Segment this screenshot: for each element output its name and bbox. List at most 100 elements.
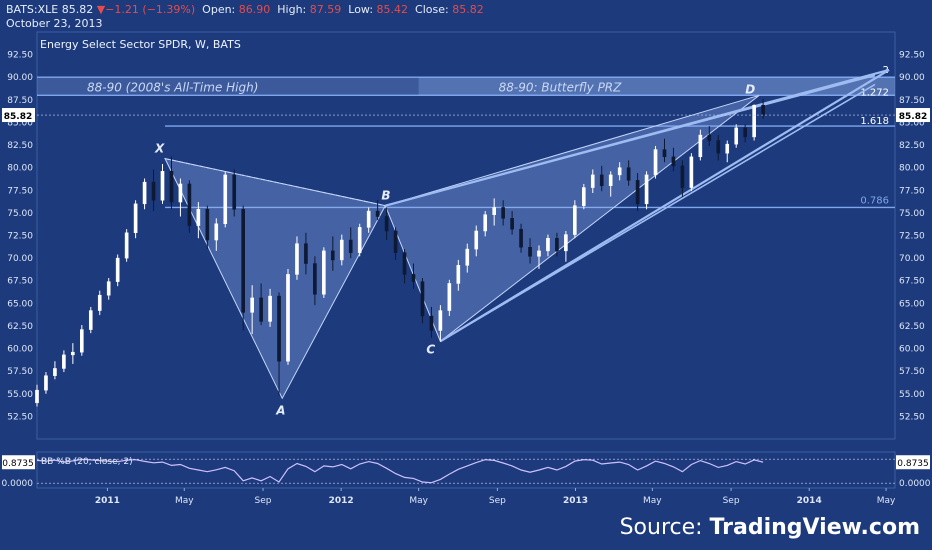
y-tick-label-left: 87.50 — [7, 96, 33, 106]
candle-down — [169, 171, 174, 203]
y-tick-label-left: 70.00 — [7, 254, 33, 264]
y-tick-label-left: 90.00 — [7, 73, 33, 83]
x-tick-label: 2011 — [95, 496, 120, 506]
pattern-point-label: X — [154, 142, 165, 156]
x-tick-label: 2012 — [329, 496, 354, 506]
candle-up — [88, 310, 93, 330]
candle-down — [501, 207, 505, 219]
y-tick-label-right: 72.50 — [899, 232, 925, 242]
candle-up — [178, 183, 183, 203]
candle-up — [339, 239, 344, 261]
y-tick-label-left: 85.00 — [7, 118, 33, 128]
candle-down — [599, 174, 604, 187]
indicator-panel-frame — [36, 451, 896, 489]
candle-down — [761, 105, 765, 116]
y-tick-label-left: 77.50 — [7, 186, 33, 196]
pattern-point-label: C — [426, 342, 435, 356]
candle-up — [608, 174, 613, 187]
y-tick-label-right: 85.00 — [899, 118, 925, 128]
y-tick-label-right: 60.00 — [899, 345, 925, 355]
y-tick-label-left: 65.00 — [7, 299, 33, 309]
candle-down — [151, 181, 156, 201]
indicator-name: BB %B (20, close, 2) — [41, 457, 133, 467]
candle-up — [250, 297, 254, 313]
y-tick-label-left: 92.50 — [7, 51, 33, 61]
candle-down — [205, 209, 210, 241]
candle-down — [375, 210, 380, 217]
candle-up — [357, 227, 362, 253]
candle-up — [617, 167, 622, 176]
candle-up — [142, 181, 147, 205]
candle-up — [286, 274, 290, 362]
candle-up — [689, 156, 694, 188]
last-price: 85.82 — [61, 3, 94, 16]
indicator-tick-left: 0.0000 — [2, 479, 34, 489]
candle-up — [734, 127, 739, 145]
y-tick-label-right: 55.00 — [899, 390, 925, 400]
quote-date: October 23, 2013 — [6, 17, 103, 30]
down-arrow-icon: ▼ — [96, 3, 106, 16]
candle-down — [411, 274, 416, 282]
indicator-tag-right — [896, 455, 930, 470]
y-tick-label-right: 90.00 — [899, 73, 925, 83]
candle-up — [196, 209, 201, 226]
candle-up — [214, 223, 219, 241]
price-panel-frame — [36, 31, 896, 440]
candle-up — [653, 149, 658, 176]
open-label: Open: — [202, 3, 236, 16]
candle-up — [564, 234, 568, 252]
candle-down — [330, 250, 335, 261]
wedge-inner-line — [439, 83, 876, 343]
x-tick-label: Sep — [723, 496, 740, 506]
fib-ext-label: 1.272 — [860, 88, 889, 99]
candle-up — [160, 171, 165, 201]
candle-up — [752, 105, 756, 138]
source-prefix: Source: — [619, 515, 710, 540]
low-label: Low: — [348, 3, 374, 16]
y-tick-label-right: 80.00 — [899, 164, 925, 174]
pattern-bcd-triangle — [384, 94, 760, 343]
y-tick-label-left: 55.00 — [7, 390, 33, 400]
x-tick-label: Sep — [489, 496, 506, 506]
y-tick-label-left: 57.50 — [7, 367, 33, 377]
y-tick-label-left: 62.50 — [7, 322, 33, 332]
pattern-xab-triangle — [164, 157, 387, 400]
candle-up — [573, 205, 577, 235]
candle-down — [510, 218, 514, 230]
ath-band — [37, 77, 895, 96]
candle-up — [698, 134, 703, 158]
candle-down — [716, 140, 721, 154]
wedge-upper-inner-line — [385, 74, 876, 207]
x-tick-label: May — [409, 496, 428, 506]
y-tick-label-right: 57.50 — [899, 367, 925, 377]
fib-0786-label: 0.786 — [860, 195, 889, 206]
candle-up — [62, 354, 66, 369]
high-value: 87.59 — [309, 3, 342, 16]
candle-up — [456, 265, 461, 284]
prz-band-label: 88-90: Butterfly PRZ — [499, 80, 623, 94]
candle-up — [465, 248, 470, 266]
candle-up — [97, 294, 102, 311]
candle-down — [680, 165, 685, 188]
pattern-point-label: A — [275, 403, 285, 417]
candle-down — [348, 239, 353, 253]
candle-down — [626, 167, 631, 181]
y-tick-label-right: 52.50 — [899, 412, 925, 422]
pattern-point-label: B — [381, 189, 390, 203]
candle-up — [80, 329, 84, 353]
candle-down — [743, 127, 747, 138]
candle-up — [223, 174, 228, 224]
candle-down — [528, 247, 532, 257]
y-tick-label-right: 70.00 — [899, 254, 925, 264]
low-value: 85.42 — [376, 3, 409, 16]
indicator-tick-right: 0.0000 — [899, 479, 931, 489]
quote-header: BATS:XLE 85.82 ▼−1.21 (−1.39%) Open: 86.… — [6, 3, 484, 16]
y-tick-label-left: 52.50 — [7, 412, 33, 422]
candle-up — [590, 174, 595, 188]
y-tick-label-right: 82.50 — [899, 141, 925, 151]
candle-down — [402, 252, 407, 275]
last-price-tag-left — [2, 108, 35, 123]
y-tick-label-right: 65.00 — [899, 299, 925, 309]
candle-down — [635, 180, 640, 205]
